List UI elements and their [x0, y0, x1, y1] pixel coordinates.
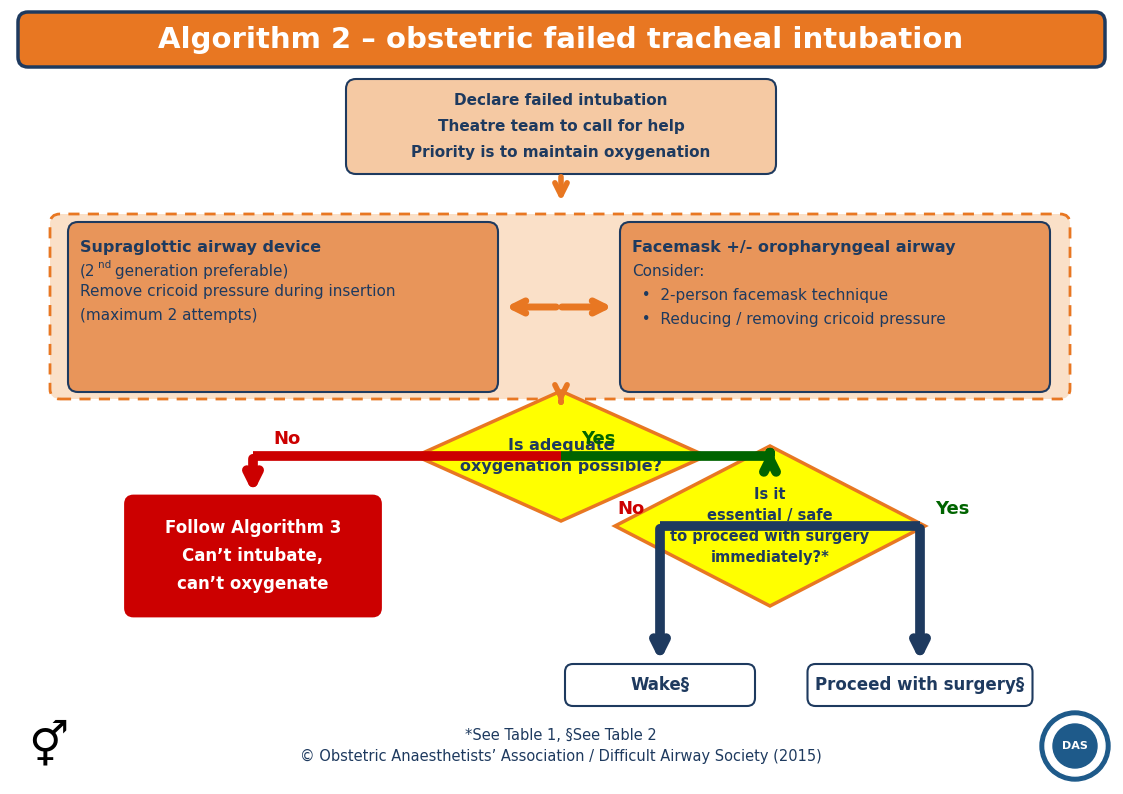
Text: No: No [618, 500, 645, 518]
Text: Yes: Yes [581, 430, 615, 448]
Text: DAS: DAS [1062, 741, 1088, 751]
FancyBboxPatch shape [346, 79, 776, 174]
Circle shape [1046, 716, 1105, 776]
Text: Wake§: Wake§ [630, 676, 690, 694]
Text: Is adequate
oxygenation possible?: Is adequate oxygenation possible? [460, 438, 661, 474]
FancyBboxPatch shape [620, 222, 1050, 392]
FancyBboxPatch shape [126, 496, 381, 616]
Text: ⚥: ⚥ [28, 723, 69, 769]
FancyBboxPatch shape [51, 214, 1070, 399]
FancyBboxPatch shape [807, 664, 1032, 706]
Text: No: No [273, 430, 300, 448]
Text: Algorithm 2 – obstetric failed tracheal intubation: Algorithm 2 – obstetric failed tracheal … [158, 25, 964, 53]
Text: Facemask +/- oropharyngeal airway: Facemask +/- oropharyngeal airway [632, 240, 956, 255]
Text: Consider:
  •  2-person facemask technique
  •  Reducing / removing cricoid pres: Consider: • 2-person facemask technique … [632, 264, 946, 327]
Text: Declare failed intubation
Theatre team to call for help
Priority is to maintain : Declare failed intubation Theatre team t… [411, 93, 711, 160]
Polygon shape [416, 391, 706, 521]
Circle shape [1040, 711, 1110, 781]
Text: © Obstetric Anaesthetists’ Association / Difficult Airway Society (2015): © Obstetric Anaesthetists’ Association /… [300, 749, 822, 764]
Text: *See Table 1, §See Table 2: *See Table 1, §See Table 2 [465, 729, 657, 743]
Text: Is it
essential / safe
to proceed with surgery
immediately?*: Is it essential / safe to proceed with s… [670, 487, 869, 565]
FancyBboxPatch shape [565, 664, 755, 706]
Text: generation preferable): generation preferable) [110, 264, 289, 279]
Text: Supraglottic airway device: Supraglottic airway device [80, 240, 321, 255]
Text: nd: nd [98, 260, 111, 270]
Polygon shape [615, 446, 925, 606]
Circle shape [1053, 724, 1097, 768]
Text: Yes: Yes [935, 500, 969, 518]
Text: Remove cricoid pressure during insertion
(maximum 2 attempts): Remove cricoid pressure during insertion… [80, 284, 395, 323]
Text: Follow Algorithm 3
Can’t intubate,
can’t oxygenate: Follow Algorithm 3 Can’t intubate, can’t… [165, 519, 341, 593]
FancyBboxPatch shape [18, 12, 1105, 67]
FancyBboxPatch shape [69, 222, 497, 392]
Text: (2: (2 [80, 264, 95, 279]
Text: Proceed with surgery§: Proceed with surgery§ [815, 676, 1024, 694]
